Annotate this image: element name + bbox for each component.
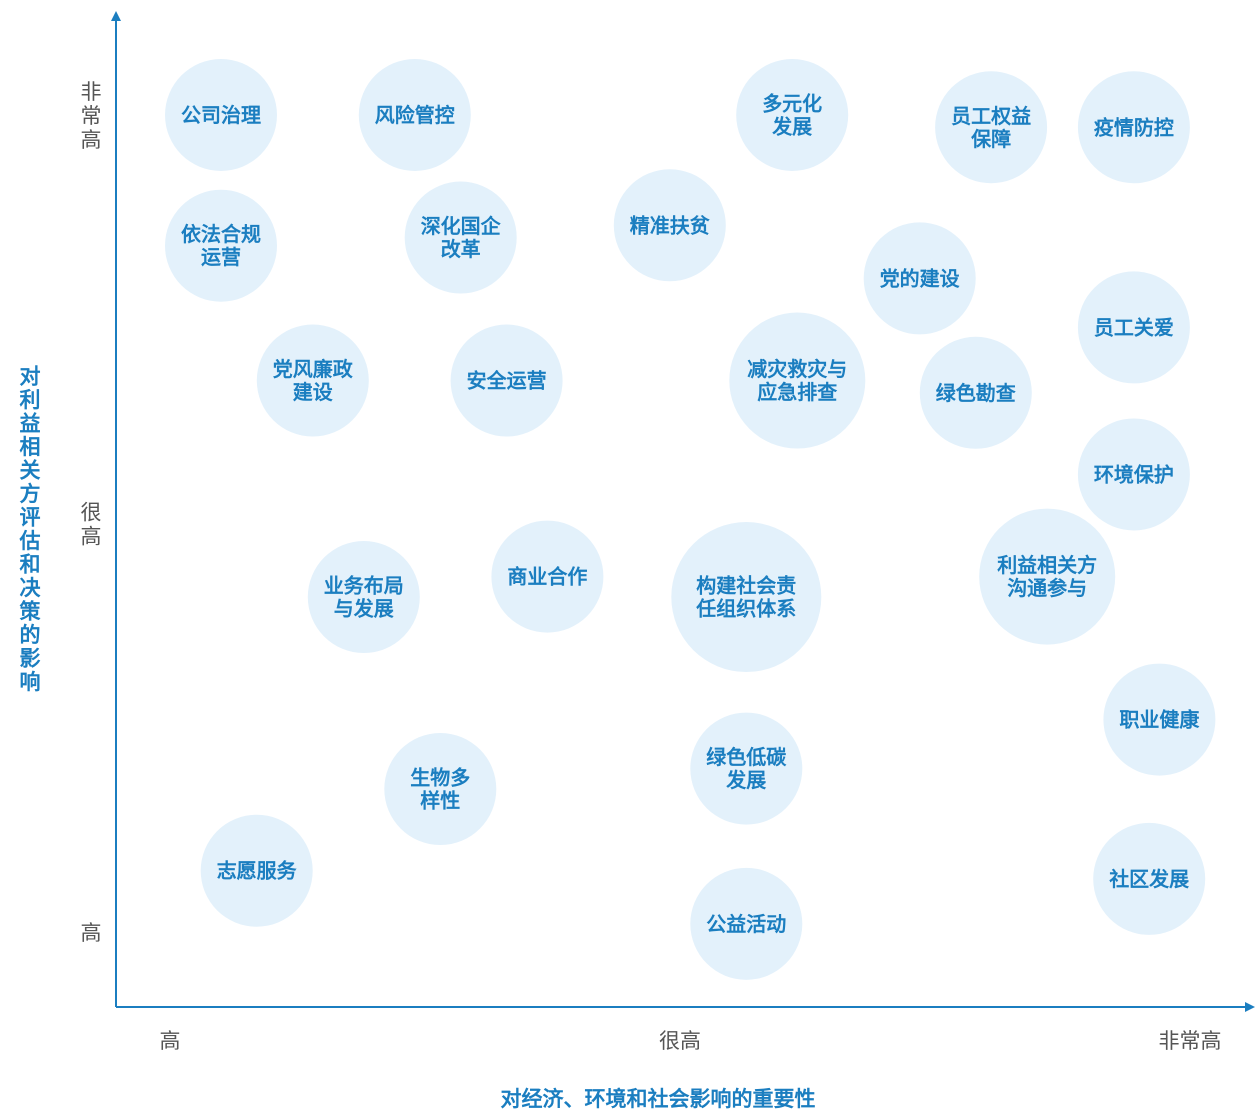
bubble-circle [165,59,277,171]
x-tick-label: 高 [160,1029,181,1053]
bubble-point: 公益活动 [690,867,803,980]
bubble-circle [1077,418,1190,531]
x-tick-label: 非常高 [1159,1029,1222,1053]
bubble-label: 公司治理 [181,103,261,127]
bubble-label: 安全运营 [467,369,547,393]
bubble-circle [863,222,976,335]
bubble-label: 构建社会责任组织体系 [695,574,796,621]
x-tick-label: 很高 [659,1029,701,1053]
bubble-circle [404,181,517,294]
bubble-label: 员工权益保障 [951,104,1031,151]
bubble-circle [358,59,471,171]
bubble-label: 志愿服务 [217,859,298,883]
bubble-circle [307,541,420,654]
bubble-point: 利益相关方沟通参与 [979,508,1116,645]
bubble-label: 公益活动 [706,912,786,936]
bubble-point: 多元化发展 [736,59,849,171]
bubble-point: 业务布局与发展 [307,541,420,654]
bubble-label: 多元化发展 [762,92,822,139]
bubble-point: 安全运营 [450,324,563,437]
bubble-circle [384,733,497,846]
bubble-point: 绿色勘查 [919,336,1032,449]
bubble-label: 疫情防控 [1094,115,1174,139]
bubble-label: 深化国企改革 [421,214,502,261]
bubble-circle [165,189,277,302]
bubble-point: 深化国企改革 [404,181,517,294]
bubble-circle [919,336,1032,449]
bubble-point: 疫情防控 [1077,71,1190,184]
y-tick-label: 非常高 [81,80,102,152]
bubble-circle [1077,71,1190,184]
bubble-circle [1077,271,1190,384]
bubble-point: 精准扶贫 [613,169,726,282]
bubble-circle [671,522,822,673]
y-tick-label: 很高 [81,501,102,549]
bubble-circle [736,59,849,171]
bubble-label: 职业健康 [1119,708,1200,732]
bubble-point: 职业健康 [1103,663,1216,776]
bubble-circle [200,814,313,927]
bubble-point: 依法合规运营 [165,189,277,302]
bubble-circle [256,324,369,437]
y-axis-title: 对利益相关方评估和决策的影响 [19,364,42,694]
bubble-circle [1103,663,1216,776]
bubble-circle [729,312,866,449]
bubble-circle [690,712,803,825]
bubble-point: 员工关爱 [1077,271,1190,384]
bubble-label: 利益相关方沟通参与 [997,553,1097,600]
bubble-point: 减灾救灾与应急排查 [729,312,866,449]
bubble-label: 党的建设 [880,266,960,290]
bubble-circle [979,508,1116,645]
bubble-label: 生物多样性 [410,766,470,813]
bubble-circle [450,324,563,437]
bubble-label: 商业合作 [507,565,587,589]
bubble-point: 生物多样性 [384,733,497,846]
bubble-label: 员工关爱 [1094,315,1174,339]
bubble-circle [690,867,803,980]
bubble-circle [491,520,604,633]
bubble-point: 公司治理 [165,59,277,171]
y-tick-label: 高 [81,921,102,945]
bubble-label: 业务布局与发展 [324,574,404,621]
bubble-point: 社区发展 [1093,822,1206,935]
bubble-label: 依法合规运营 [181,222,261,269]
bubble-point: 构建社会责任组织体系 [671,522,822,673]
bubble-point: 党风廉政建设 [256,324,369,437]
bubble-label: 减灾救灾与应急排查 [747,357,847,404]
bubble-label: 绿色低碳发展 [706,745,787,792]
bubble-label: 精准扶贫 [630,213,711,237]
bubble-point: 党的建设 [863,222,976,335]
bubble-circle [1093,822,1206,935]
bubble-label: 党风廉政建设 [273,357,354,404]
bubble-point: 志愿服务 [200,814,313,927]
bubble-point: 绿色低碳发展 [690,712,803,825]
tick-layer: 高很高 非常高高很高非常高 [81,80,1222,1053]
x-axis-title: 对经济、环境和社会影响的重要性 [501,1087,816,1111]
bubble-circle [935,71,1048,184]
bubble-label: 绿色勘查 [936,381,1016,405]
bubble-point: 员工权益保障 [935,71,1048,184]
bubble-point: 商业合作 [491,520,604,633]
bubble-circle [613,169,726,282]
bubble-point: 风险管控 [358,59,471,171]
y-axis-title-text: 对利益相关方评估和决策的影响 [19,364,42,694]
bubble-label: 环境保护 [1094,462,1174,486]
bubble-point: 环境保护 [1077,418,1190,531]
bubble-label: 风险管控 [375,103,455,127]
bubble-label: 社区发展 [1108,867,1189,891]
